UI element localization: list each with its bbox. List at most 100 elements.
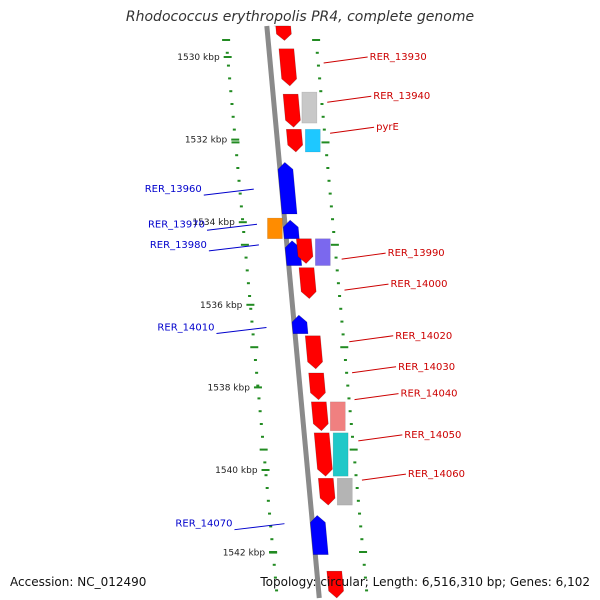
tick-mark-outer [348,410,352,413]
gene-label: RER_13980 [150,240,207,251]
gene-arrow-forward [275,25,292,41]
gene-arrow-reverse [310,515,329,555]
tick-mark-outer [340,346,349,349]
tick-mark-outer [340,320,344,323]
tick-mark-inner [250,346,259,349]
tick-mark-outer [346,384,350,387]
tick-mark-outer [354,474,358,477]
tick-mark-inner [248,295,252,297]
label-connector [361,473,406,481]
feature-box [301,91,318,124]
tick-mark-outer [328,192,332,195]
map-title: Rhodococcus erythropolis PR4, complete g… [125,9,475,25]
tick-mark-inner [231,115,235,118]
tick-mark-inner [260,435,264,438]
feature-box [332,432,349,477]
tick-mark-inner [259,448,268,451]
label-connector [344,283,389,291]
tick-mark-inner [246,282,250,285]
tick-mark-outer [332,231,336,233]
tick-mark-outer [318,77,322,80]
gene-arrow-forward [298,267,317,300]
label-connector [206,223,258,231]
major-tick [231,138,240,141]
tick-mark-inner [263,461,267,464]
gene-label: pyrE [376,122,399,133]
gene-arrow-forward [326,570,344,599]
tick-mark-outer [329,205,333,208]
tick-mark-inner [244,256,248,259]
tick-mark-inner [229,90,233,93]
tick-mark-outer [319,90,323,93]
label-connector [208,244,259,252]
tick-mark-inner [270,538,274,541]
gene-arrow-forward [313,432,333,477]
label-connector [203,188,254,196]
gene-label: RER_14000 [390,279,447,290]
tick-mark-outer [331,218,335,221]
tick-mark-inner [255,371,259,374]
tick-mark-inner [238,192,242,195]
gene-label: RER_13990 [388,248,445,259]
feature-box [315,238,331,266]
coordinate-label: 1534 kbp [192,218,235,228]
gene-arrow-forward [282,93,301,128]
tick-mark-outer [359,525,363,528]
gene-label: RER_13940 [373,91,430,102]
label-connector [341,252,386,260]
tick-mark-outer [359,551,368,553]
label-connector [330,126,375,134]
gene-label: RER_14050 [404,430,461,441]
gene-arrow-forward [278,48,297,87]
tick-mark-outer [325,154,329,157]
tick-mark-inner [268,512,272,515]
tick-mark-outer [356,499,360,502]
gene-label: RER_14040 [401,389,458,400]
tick-mark-inner [236,167,240,169]
tick-mark-outer [350,435,354,438]
tick-mark-outer [353,461,357,464]
backbone-line [264,25,322,599]
tick-mark-inner [222,39,231,41]
major-tick [223,56,232,58]
coordinate-label: 1536 kbp [200,301,243,311]
major-tick [261,469,270,471]
feature-box [267,217,283,240]
tick-mark-inner [231,141,240,144]
gene-arrow-reverse [291,314,309,335]
tick-mark-inner [257,397,261,400]
tick-mark-outer [341,333,345,336]
tick-mark-inner [232,128,236,131]
major-tick [238,221,247,224]
tick-mark-inner [249,307,253,310]
tick-mark-outer [345,371,349,374]
tick-mark-outer [335,269,339,272]
tick-mark-outer [326,167,330,169]
tick-mark-outer [362,563,366,566]
tick-mark-inner [273,576,277,579]
tick-mark-inner [237,179,241,182]
gene-arrow-forward [308,372,326,401]
tick-mark-inner [258,410,262,413]
major-tick [253,386,262,389]
tick-mark-outer [312,39,321,41]
feature-box [336,477,353,506]
coordinate-label: 1530 kbp [177,53,220,63]
tick-mark-outer [363,576,367,579]
tick-mark-outer [322,128,326,131]
tick-mark-outer [343,359,347,361]
gene-arrow-forward [285,128,304,153]
tick-mark-inner [251,333,255,336]
gene-label: RER_13930 [370,52,427,63]
tick-mark-inner [256,384,260,387]
tick-mark-outer [330,243,339,246]
gene-label: RER_13960 [145,184,202,195]
topology-label: Topology: circular; Length: 6,516,310 bp… [260,575,590,589]
gene-label: RER_14060 [408,469,465,480]
tick-mark-inner [275,589,279,592]
tick-mark-outer [338,295,342,297]
gene-arrow-forward [310,401,329,432]
gene-arrow-forward [304,335,323,370]
tick-mark-outer [349,448,358,451]
